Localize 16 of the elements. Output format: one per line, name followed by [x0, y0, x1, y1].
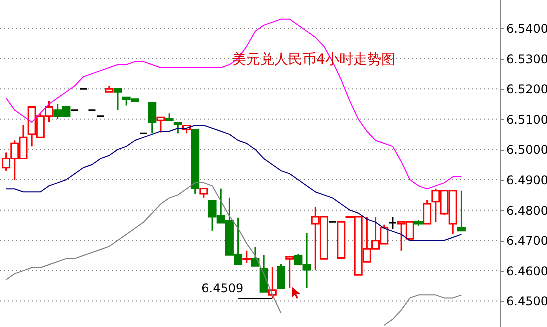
- candlestick: [174, 122, 182, 134]
- candlestick: [457, 190, 466, 232]
- candlestick: [251, 246, 260, 267]
- candlestick: [148, 102, 157, 134]
- line-series: [6, 18, 462, 190]
- candlestick: [260, 254, 268, 293]
- candlestick: [114, 88, 122, 112]
- candlestick: [242, 250, 252, 264]
- candlestick: [268, 266, 277, 300]
- candlestick: [156, 116, 166, 134]
- candlestick: [388, 216, 398, 230]
- candlestick: [423, 199, 432, 225]
- candlestick: [286, 256, 294, 289]
- candlestick: [200, 188, 208, 199]
- annotation: 6.4509: [202, 282, 244, 296]
- candlestick: [277, 264, 286, 289]
